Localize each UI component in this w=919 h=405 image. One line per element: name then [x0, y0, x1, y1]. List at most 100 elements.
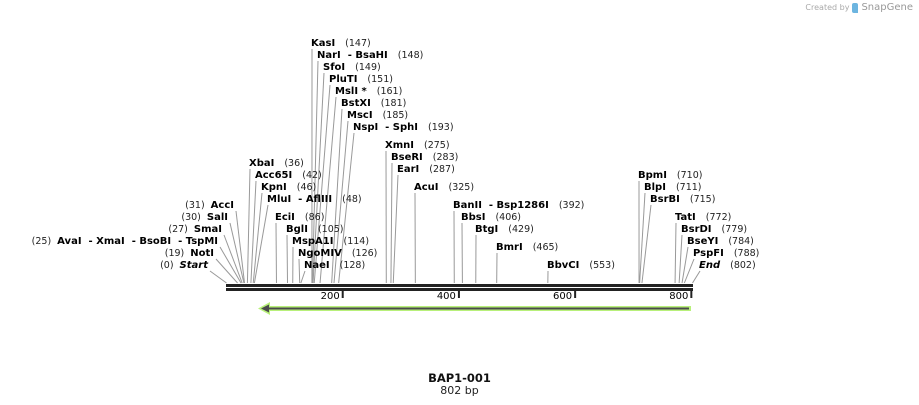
restriction-site-label[interactable]: BbvCI (553): [547, 260, 615, 271]
restriction-site-label[interactable]: NarI - BsaHI (148): [317, 50, 423, 61]
cut-position: (283): [433, 152, 459, 163]
axis-tick: [574, 291, 577, 298]
cut-position: (710): [677, 170, 703, 181]
cut-position: (36): [284, 158, 304, 169]
site-leader-line: [683, 258, 695, 284]
restriction-site-label[interactable]: BseRI (283): [391, 152, 458, 163]
site-leader-line: [674, 222, 677, 284]
enzyme-name: AccI: [211, 200, 234, 211]
cut-position: (147): [345, 38, 371, 49]
restriction-site-label[interactable]: BsrBI (715): [650, 194, 715, 205]
cut-position: (128): [340, 260, 366, 271]
enzyme-name: End: [699, 260, 721, 271]
site-leader-line: [392, 174, 399, 284]
enzyme-name: NarI - BsaHI: [317, 50, 388, 61]
restriction-site-label[interactable]: BlpI (711): [644, 182, 701, 193]
restriction-site-label[interactable]: PspFI (788): [693, 248, 759, 259]
site-leader-line: [312, 72, 325, 284]
restriction-site-label[interactable]: BanII - Bsp1286I (392): [453, 200, 584, 211]
brand-name: SnapGene: [861, 2, 913, 13]
cut-position: (715): [690, 194, 716, 205]
cut-position: (779): [722, 224, 748, 235]
restriction-site-label[interactable]: EarI (287): [397, 164, 455, 175]
restriction-site-label[interactable]: BglI (105): [286, 224, 343, 235]
restriction-site-label[interactable]: TatI (772): [675, 212, 731, 223]
feature-arrow[interactable]: [258, 302, 691, 315]
restriction-site-label[interactable]: (25) AvaI - XmaI - BsoBI - TspMI: [32, 236, 218, 247]
restriction-site-label[interactable]: EciI (86): [275, 212, 324, 223]
enzyme-name: BtgI: [475, 224, 498, 235]
restriction-site-label[interactable]: NspI - SphI (193): [353, 122, 454, 133]
cut-position: (185): [383, 110, 409, 121]
enzyme-name: BseRI: [391, 152, 423, 163]
restriction-site-label[interactable]: BpmI (710): [638, 170, 702, 181]
restriction-site-label[interactable]: BbsI (406): [461, 212, 521, 223]
cut-position: (149): [355, 62, 381, 73]
restriction-site-label[interactable]: BseYI (784): [687, 236, 754, 247]
restriction-site-label[interactable]: Acc65I (42): [255, 170, 322, 181]
restriction-site-label[interactable]: BtgI (429): [475, 224, 534, 235]
cut-position: (46): [297, 182, 317, 193]
enzyme-name: Acc65I: [255, 170, 292, 181]
restriction-site-label[interactable]: XbaI (36): [249, 158, 304, 169]
restriction-site-label[interactable]: MluI - AflIII (48): [267, 194, 362, 205]
snapgene-logo-icon: [852, 2, 859, 13]
restriction-site-label[interactable]: KasI (147): [311, 38, 371, 49]
restriction-site-label[interactable]: KpnI (46): [261, 182, 316, 193]
restriction-site-label[interactable]: (0) Start: [160, 260, 209, 271]
cut-position: (151): [367, 74, 393, 85]
axis-tick: [690, 291, 693, 298]
sequence-name: BAP1-001: [428, 371, 491, 385]
restriction-site-label[interactable]: MspA1I (114): [292, 236, 369, 247]
sequence-bottom-strand: [226, 288, 693, 291]
restriction-site-label[interactable]: MscI (185): [347, 110, 408, 121]
restriction-site-label[interactable]: (27) SmaI: [168, 224, 222, 235]
restriction-site-label[interactable]: SfoI (149): [323, 62, 381, 73]
restriction-site-label[interactable]: PluTI (151): [329, 74, 393, 85]
restriction-site-label[interactable]: (19) NotI: [165, 248, 214, 259]
enzyme-name: Start: [180, 260, 210, 271]
enzyme-name: SalI: [207, 212, 228, 223]
enzyme-name: MluI - AflIII: [267, 194, 332, 205]
cut-position: (429): [508, 224, 534, 235]
enzyme-name: BmrI: [496, 242, 523, 253]
site-leader-line: [250, 180, 257, 284]
cut-position: (27): [168, 224, 188, 235]
created-by-text: Created by: [805, 3, 850, 12]
restriction-site-label[interactable]: BsrDI (779): [681, 224, 747, 235]
restriction-site-label[interactable]: End (802): [699, 260, 756, 271]
restriction-site-label[interactable]: BstXI (181): [341, 98, 406, 109]
enzyme-name: BanII - Bsp1286I: [453, 200, 549, 211]
restriction-site-label[interactable]: NgoMIV (126): [298, 248, 377, 259]
site-leader-line: [331, 108, 343, 284]
sequence-length: 802 bp: [440, 384, 479, 397]
site-leader-line: [215, 258, 238, 284]
site-leader-line: [313, 84, 331, 284]
axis-tick-label: 800: [669, 291, 688, 302]
restriction-site-label[interactable]: NaeI (128): [304, 260, 365, 271]
enzyme-name: BsrDI: [681, 224, 712, 235]
site-leader-line: [253, 204, 269, 284]
restriction-site-label[interactable]: (30) SalI: [181, 212, 228, 223]
cut-position: (31): [185, 200, 205, 211]
enzyme-name: XmnI: [385, 140, 414, 151]
site-leader-line: [229, 222, 245, 284]
site-leader-line: [246, 168, 251, 284]
restriction-site-label[interactable]: BmrI (465): [496, 242, 558, 253]
enzyme-name: MslI *: [335, 86, 368, 97]
restriction-site-label[interactable]: AcuI (325): [414, 182, 474, 193]
enzyme-name: PluTI: [329, 74, 357, 85]
site-leader-line: [333, 120, 349, 284]
enzyme-name: KpnI: [261, 182, 287, 193]
restriction-site-label[interactable]: XmnI (275): [385, 140, 450, 151]
cut-position: (193): [428, 122, 454, 133]
site-leader-line: [219, 246, 242, 284]
restriction-site-label[interactable]: MslI * (161): [335, 86, 402, 97]
site-leader-line: [311, 60, 319, 284]
enzyme-name: AvaI - XmaI - BsoBI - TspMI: [57, 236, 218, 247]
site-leader-line: [338, 132, 355, 284]
enzyme-name: TatI: [675, 212, 696, 223]
site-leader-line: [300, 270, 306, 284]
restriction-site-label[interactable]: (31) AccI: [185, 200, 234, 211]
